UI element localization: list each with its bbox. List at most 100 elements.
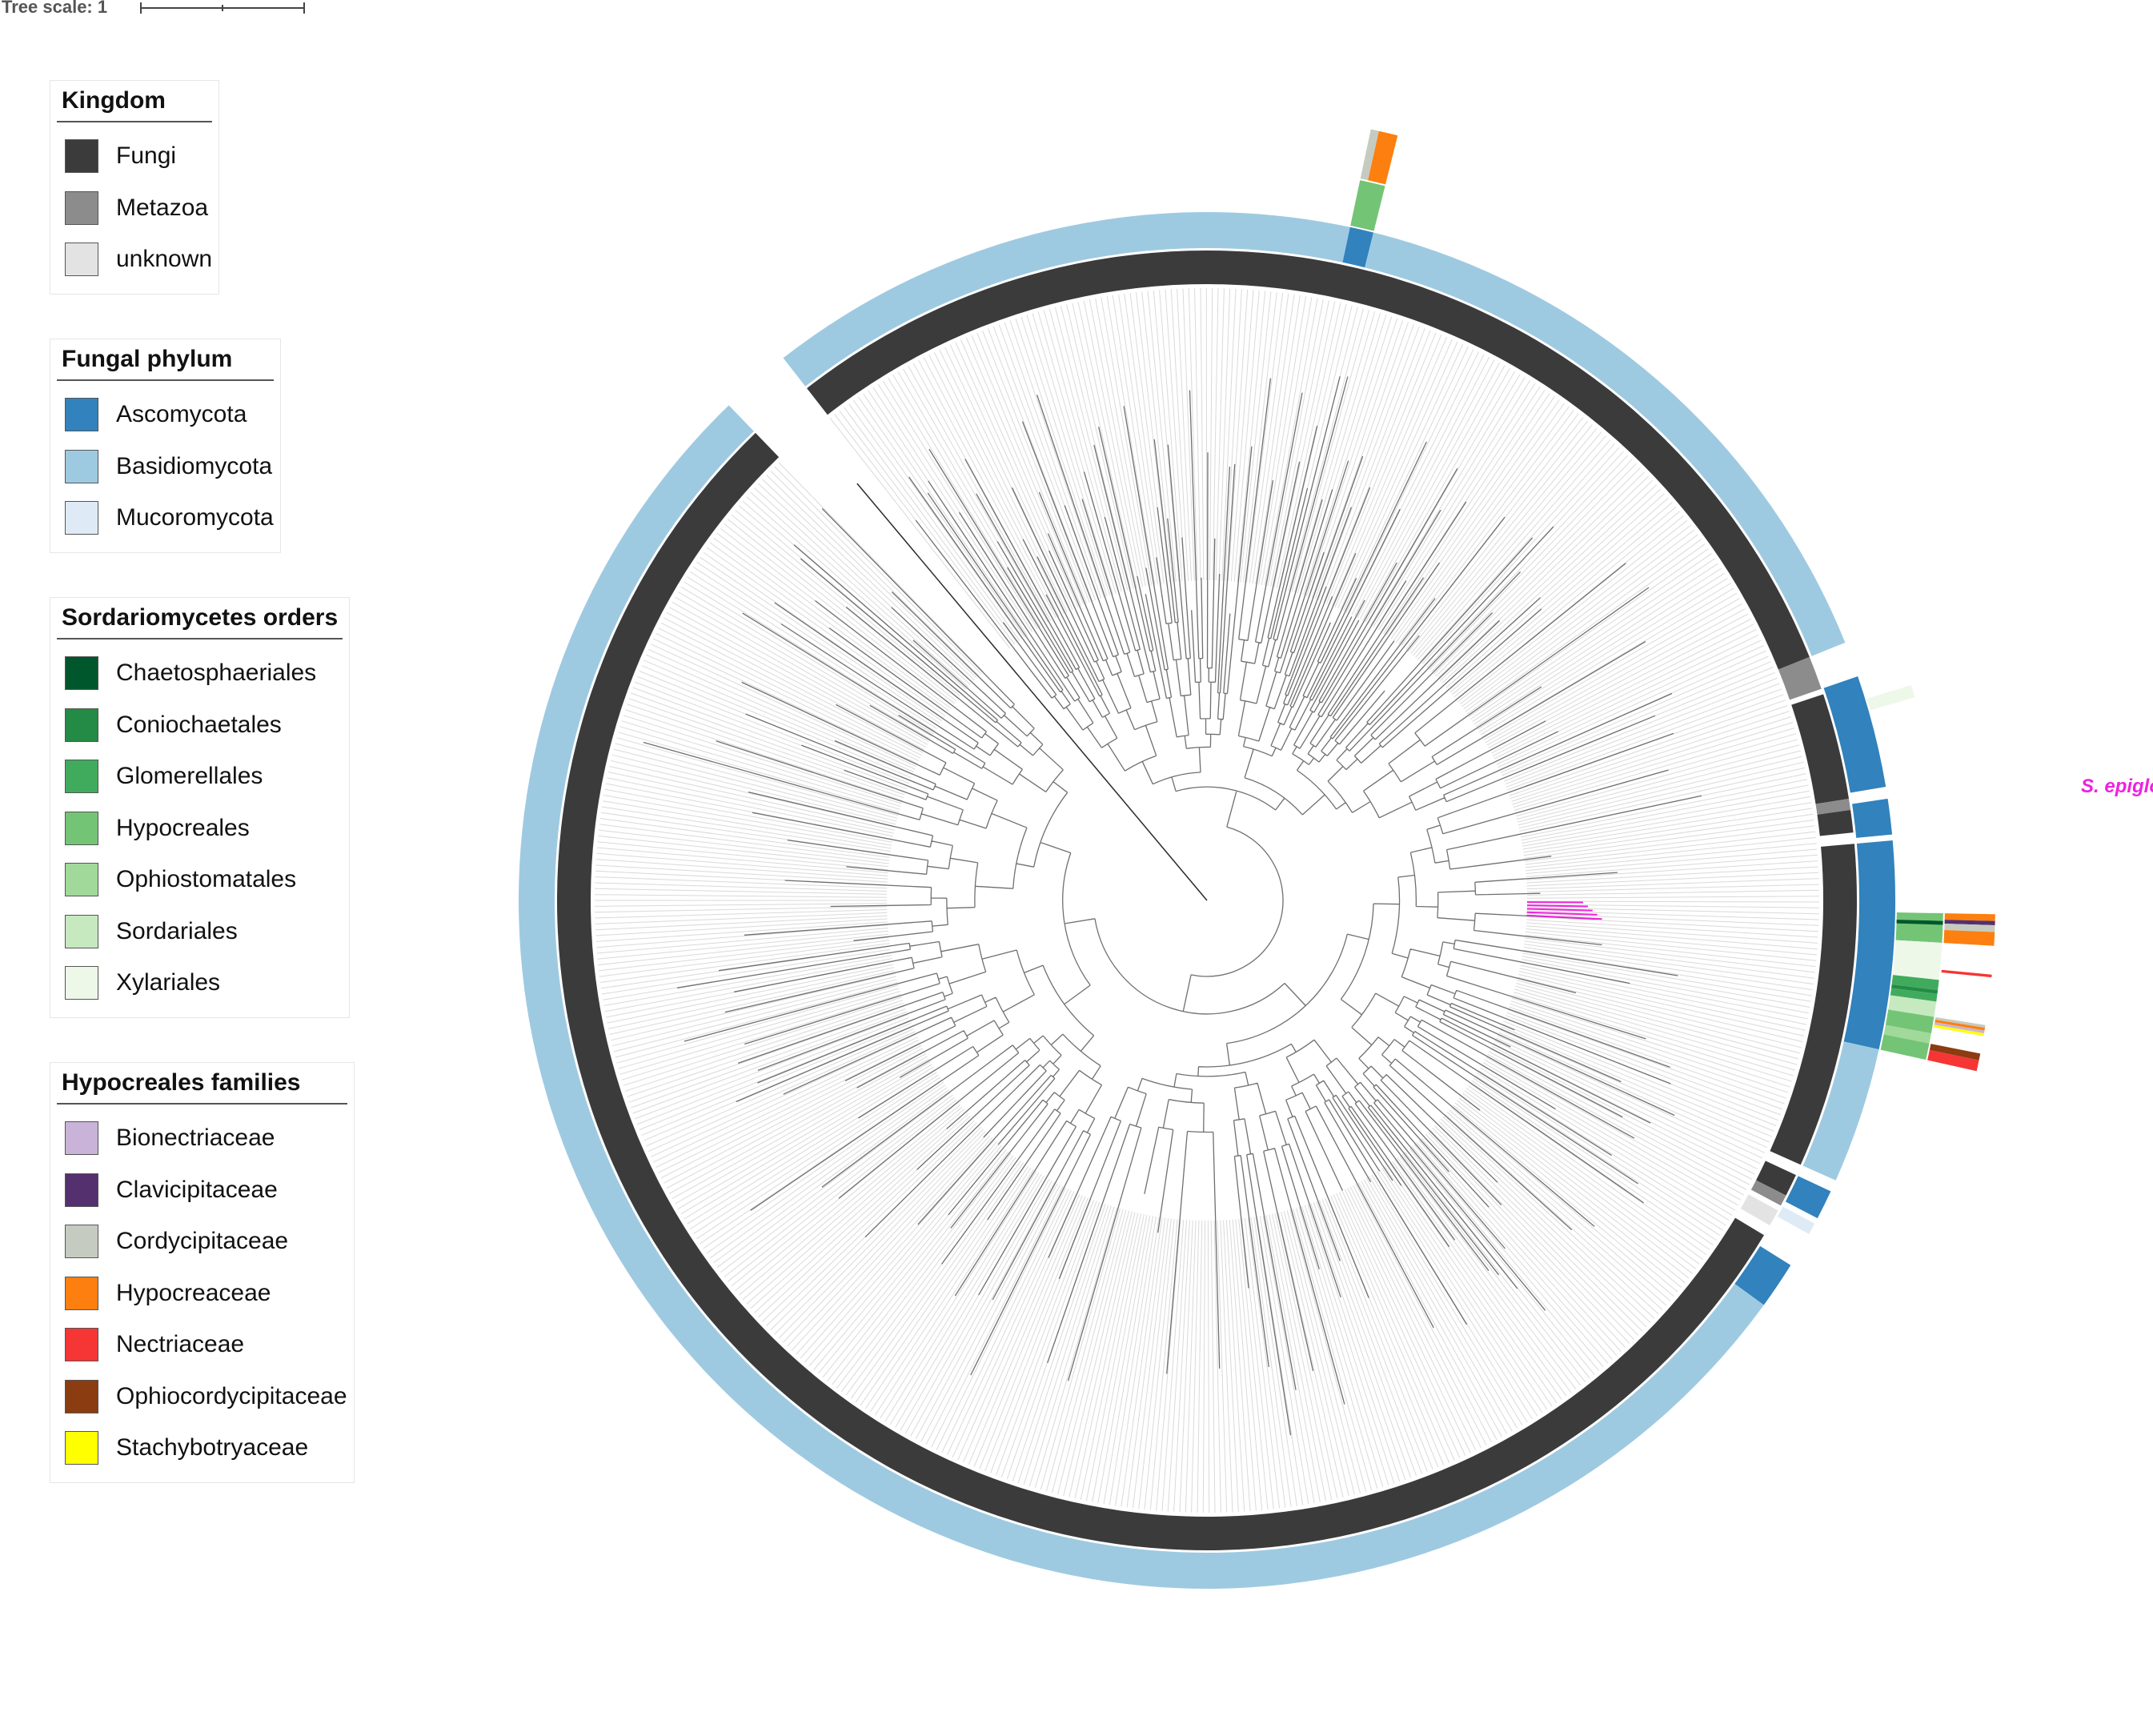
legend-hypocreales-families: Hypocreales families Bionectriaceae Clavic… [50,1062,355,1483]
tree-branches [643,376,1702,1436]
tree-scale-bar [140,2,305,14]
legend-label: Bionectriaceae [116,1125,275,1152]
legend-item: Sordariales [57,906,343,958]
legend-label: Nectriaceae [116,1331,245,1358]
family-ring-segment [1929,1044,1981,1060]
legend-swatch [65,1431,98,1465]
legend-label: Glomerellales [116,763,263,790]
family-ring-segment [1934,1019,1986,1031]
tree-branch [643,376,1702,1436]
legend-label: Basidiomycota [116,452,273,479]
order-ring-segment [1896,920,1943,925]
legend-swatch [65,449,98,483]
highlight-branches [1526,901,1602,920]
legend-swatch [65,1328,98,1362]
family-ring-segment [1944,923,1995,932]
legend-item: Cordycipitaceae [57,1216,347,1268]
legend-swatch [65,811,98,845]
legend-swatch [65,1173,98,1207]
legend-swatch [65,190,98,225]
legend-fungal-phylum: Fungal phylum Ascomycota Basidiomycota Muco… [50,339,281,553]
family-ring-segment [1944,920,1995,925]
legend-label: Chaetosphaeriales [116,660,317,687]
legend-item: Ophiostomatales [57,854,343,906]
legend-item: Clavicipitaceae [57,1165,347,1217]
family-ring-segment [1944,913,1995,921]
family-ring-segment [1943,930,1995,946]
legend-item: Ophiocordycipitaceae [57,1371,347,1423]
legend-item: Hypocreaceae [57,1268,347,1320]
order-ring-segment [1890,988,1938,1002]
tree-scale-label: Tree scale: 1 [2,0,108,17]
order-ring-segment [1880,1034,1930,1060]
phylum-ring-segment [1365,232,1846,656]
order-ring-segment [1883,1024,1931,1044]
kingdom-ring-segment [1770,844,1857,1165]
legend-swatch [65,966,98,1000]
legend-swatch [65,139,98,174]
kingdom-ring-segment [1778,656,1822,700]
legend-swatch [65,863,98,897]
phylum-ring-segment [1802,1041,1879,1181]
phylum-ring-segment [783,212,1350,387]
order-ring-segment [1892,940,1943,980]
legend-title: Sordariomycetes orders [57,604,343,639]
legend-swatch [65,1379,98,1413]
order-ring-segment [1891,975,1939,991]
order-ring-segment [1891,984,1939,994]
legend-sordariomycetes-orders: Sordariomycetes orders Chaetosphaeriales C… [50,597,351,1018]
leaf-guide-lines [594,287,1820,1513]
kingdom-ring-segment [1817,809,1854,836]
legend-swatch [65,398,98,432]
highlight-label: S. epigloea [2081,776,2153,797]
kingdom-ring-segment [1815,798,1851,815]
family-ring-segment [1368,130,1398,185]
family-ring-segment [1934,1016,1986,1028]
order-ring-segment [1895,912,1943,943]
family-ring-segment [1360,129,1379,181]
kingdom-ring-segment [1756,1161,1796,1196]
legend-item: Coniochaetales [57,700,343,752]
legend-swatch [65,1225,98,1259]
highlight-clade [1526,901,1602,920]
kingdom-ring-segment [1791,694,1850,804]
legend-item: unknown [57,234,212,286]
phylum-ring-segment [1843,840,1895,1050]
legend-swatch [65,914,98,948]
legend-label: Stachybotryaceae [116,1434,309,1461]
legend-label: Hypocreaceae [116,1279,271,1306]
phylum-ring-segment [1342,227,1374,268]
legend-label: Metazoa [116,194,209,221]
order-ring-segment [1885,1009,1934,1034]
legend-title: Fungal phylum [57,346,274,381]
phylum-ring-segment [1734,1245,1791,1305]
legend-item: Bionectriaceae [57,1113,347,1165]
kingdom-ring-segment [1750,1180,1786,1206]
legend-item: Mucoromycota [57,492,274,544]
order-ring-segment [1350,180,1385,231]
annotation-rings [519,129,1995,1589]
legend-swatch [65,243,98,277]
legend-item: Hypocreales [57,803,343,855]
legend-item: Basidiomycota [57,441,274,493]
phylum-ring-segment [1852,798,1893,838]
legend-swatch [65,1276,98,1310]
family-ring-segment [1934,1022,1985,1033]
legend-label: Hypocreales [116,814,250,841]
legend-label: Ascomycota [116,401,247,428]
order-ring-segment [1866,685,1915,711]
legend-item: Metazoa [57,182,212,235]
outgroup-branch [856,483,1208,901]
legend-label: Fungi [116,142,177,170]
family-ring-segment [1941,969,1992,978]
kingdom-ring-segment [556,432,1765,1551]
kingdom-ring-segment [1740,1194,1778,1225]
phylum-ring-segment [519,405,1764,1589]
legend-item: Stachybotryaceae [57,1422,347,1474]
legend-item: Xylariales [57,957,343,1009]
legend-label: unknown [116,246,213,273]
legend-item: Fungi [57,130,212,182]
legend-label: Coniochaetales [116,711,282,738]
legend-item: Ascomycota [57,389,274,441]
